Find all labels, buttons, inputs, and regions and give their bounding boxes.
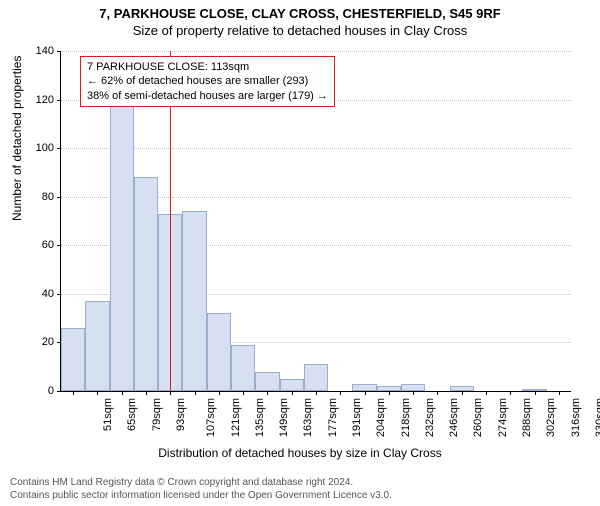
ytick-label: 140: [24, 45, 54, 57]
histogram-bar: [85, 301, 109, 391]
xtick-mark: [389, 391, 390, 395]
histogram-bar: [207, 313, 231, 391]
xtick-label: 302sqm: [545, 398, 557, 437]
xtick-label: 163sqm: [303, 398, 315, 437]
histogram-bar: [231, 345, 255, 391]
ytick-mark: [57, 391, 61, 392]
x-axis-label: Distribution of detached houses by size …: [0, 446, 600, 460]
xtick-label: 149sqm: [278, 398, 290, 437]
xtick-label: 107sqm: [205, 398, 217, 437]
footer-attribution: Contains HM Land Registry data © Crown c…: [10, 476, 392, 502]
xtick-mark: [73, 391, 74, 395]
ytick-label: 80: [24, 191, 54, 203]
xtick-mark: [462, 391, 463, 395]
xtick-mark: [437, 391, 438, 395]
xtick-mark: [535, 391, 536, 395]
xtick-mark: [122, 391, 123, 395]
histogram-bar: [134, 177, 158, 391]
ytick-mark: [57, 294, 61, 295]
xtick-label: 204sqm: [375, 398, 387, 437]
xtick-label: 330sqm: [594, 398, 600, 437]
xtick-label: 79sqm: [151, 398, 163, 431]
histogram-bar: [61, 328, 85, 391]
ytick-mark: [57, 148, 61, 149]
xtick-label: 135sqm: [254, 398, 266, 437]
annotation-line2: ← 62% of detached houses are smaller (29…: [87, 74, 328, 88]
xtick-mark: [413, 391, 414, 395]
ytick-mark: [57, 197, 61, 198]
xtick-mark: [292, 391, 293, 395]
xtick-mark: [243, 391, 244, 395]
ytick-label: 100: [24, 142, 54, 154]
page-title-address: 7, PARKHOUSE CLOSE, CLAY CROSS, CHESTERF…: [0, 6, 600, 21]
xtick-label: 121sqm: [230, 398, 242, 437]
xtick-mark: [559, 391, 560, 395]
xtick-label: 177sqm: [327, 398, 339, 437]
ytick-label: 20: [24, 336, 54, 348]
annotation-line3: 38% of semi-detached houses are larger (…: [87, 89, 328, 103]
histogram-bar: [352, 384, 376, 391]
xtick-label: 218sqm: [400, 398, 412, 437]
xtick-mark: [486, 391, 487, 395]
xtick-mark: [365, 391, 366, 395]
histogram-bar: [182, 211, 206, 391]
xtick-mark: [340, 391, 341, 395]
ytick-mark: [57, 51, 61, 52]
histogram-bar: [255, 372, 279, 391]
gridline-h: [61, 51, 571, 52]
xtick-label: 51sqm: [102, 398, 114, 431]
xtick-mark: [170, 391, 171, 395]
histogram-bar: [304, 364, 328, 391]
xtick-mark: [267, 391, 268, 395]
ytick-mark: [57, 100, 61, 101]
ytick-label: 0: [24, 385, 54, 397]
xtick-label: 93sqm: [175, 398, 187, 431]
xtick-mark: [146, 391, 147, 395]
histogram-bar: [110, 80, 134, 391]
chart-container: 7 PARKHOUSE CLOSE: 113sqm ← 62% of detac…: [60, 51, 570, 391]
page-subtitle: Size of property relative to detached ho…: [0, 23, 600, 38]
xtick-label: 246sqm: [448, 398, 460, 437]
xtick-label: 288sqm: [521, 398, 533, 437]
xtick-label: 274sqm: [497, 398, 509, 437]
xtick-label: 316sqm: [570, 398, 582, 437]
ytick-label: 60: [24, 239, 54, 251]
y-axis-label: Number of detached properties: [10, 56, 24, 221]
ytick-mark: [57, 245, 61, 246]
xtick-mark: [316, 391, 317, 395]
xtick-mark: [219, 391, 220, 395]
xtick-label: 65sqm: [126, 398, 138, 431]
xtick-label: 260sqm: [473, 398, 485, 437]
footer-line2: Contains public sector information licen…: [10, 489, 392, 502]
footer-line1: Contains HM Land Registry data © Crown c…: [10, 476, 392, 489]
annotation-box: 7 PARKHOUSE CLOSE: 113sqm ← 62% of detac…: [80, 56, 335, 107]
gridline-h: [61, 148, 571, 149]
ytick-label: 40: [24, 288, 54, 300]
xtick-label: 232sqm: [424, 398, 436, 437]
xtick-mark: [195, 391, 196, 395]
histogram-bar: [280, 379, 304, 391]
histogram-bar: [401, 384, 425, 391]
xtick-label: 191sqm: [351, 398, 363, 437]
xtick-mark: [97, 391, 98, 395]
annotation-line1: 7 PARKHOUSE CLOSE: 113sqm: [87, 60, 328, 74]
xtick-mark: [510, 391, 511, 395]
ytick-label: 120: [24, 94, 54, 106]
